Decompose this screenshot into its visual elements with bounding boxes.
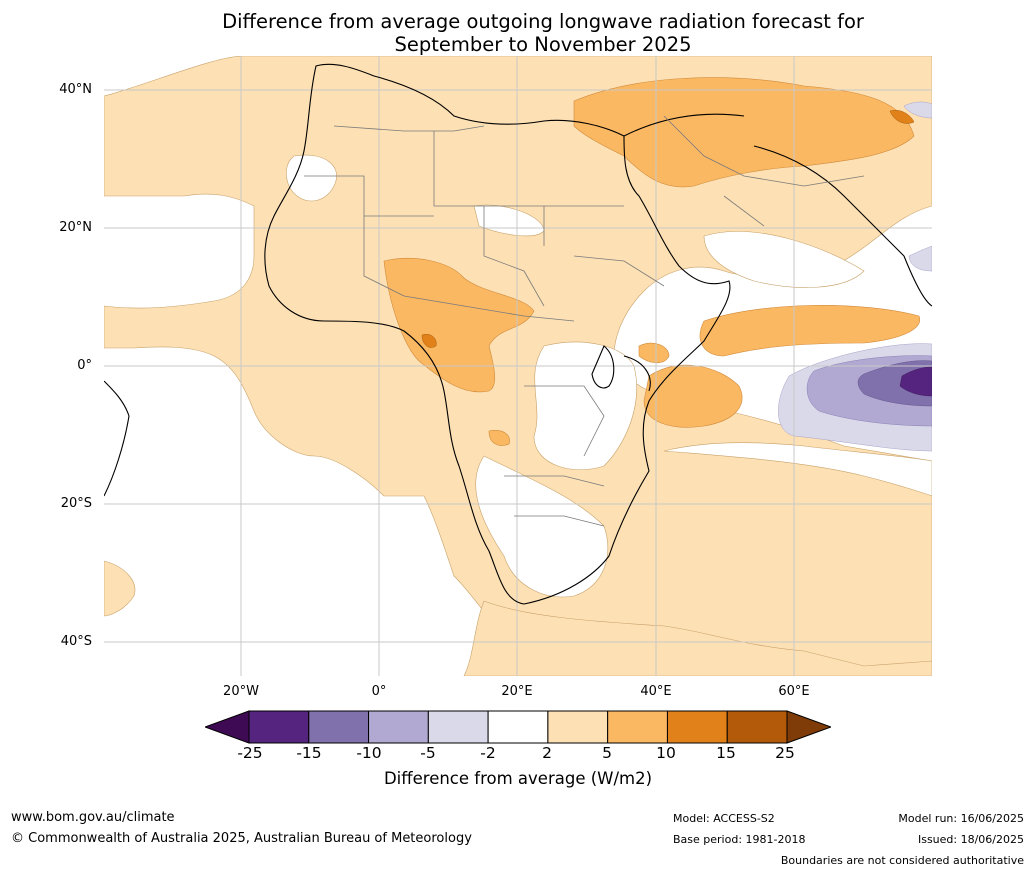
footer-base-period: Base period: 1981-2018 <box>673 833 806 846</box>
colorbar-segment <box>547 710 609 744</box>
anomaly-field-10-15 <box>421 334 437 348</box>
colorbar-tick: -25 <box>237 744 263 762</box>
anomaly-field-2-5 <box>463 600 932 676</box>
colorbar-tick: -5 <box>420 744 436 762</box>
anomaly-field-5-10 <box>643 364 743 428</box>
footer-disclaimer: Boundaries are not considered authoritat… <box>780 854 1024 867</box>
colorbar-tick: 2 <box>542 744 552 762</box>
colorbar-tick: 10 <box>656 744 676 762</box>
lon-label-60e: 60°E <box>778 684 810 699</box>
footer-copyright: © Commonwealth of Australia 2025, Austra… <box>11 831 472 846</box>
anomaly-field-5-10 <box>383 258 535 393</box>
anomaly-field-2-5 <box>104 560 136 617</box>
lat-label-20n: 20°N <box>59 220 92 235</box>
country-borders <box>304 115 865 527</box>
colorbar-segment <box>368 710 429 744</box>
colorbar-tick: -10 <box>356 744 382 762</box>
lat-label-20s: 20°S <box>60 496 92 511</box>
colorbar-ticks: -25 -15 -10 -5 -2 2 5 10 15 25 <box>0 744 1035 764</box>
anomaly-field-10-15 <box>889 110 915 124</box>
anomaly-field-5-10 <box>573 77 915 188</box>
anomaly-field-neg2-neg5 <box>908 245 932 272</box>
lon-label-20e: 20°E <box>501 684 533 699</box>
lat-label-equator: 0° <box>77 358 92 373</box>
anomaly-field-neg2-neg5 <box>903 101 932 119</box>
colorbar <box>205 710 831 744</box>
colorbar-segment <box>487 710 549 744</box>
footer-model-run: Model run: 16/06/2025 <box>898 812 1024 825</box>
colorbar-segment <box>726 710 788 744</box>
lat-label-40n: 40°N <box>59 82 92 97</box>
map-title: Difference from average outgoing longwav… <box>0 10 1035 56</box>
footer-model: Model: ACCESS-S2 <box>673 812 775 825</box>
footer-issued: Issued: 18/06/2025 <box>917 833 1024 846</box>
anomaly-field-5-10 <box>488 430 510 446</box>
lon-label-40e: 40°E <box>640 684 672 699</box>
colorbar-segment <box>308 710 370 744</box>
colorbar-segment <box>666 710 728 744</box>
lon-label-20w: 20°W <box>223 684 259 699</box>
footer-url[interactable]: www.bom.gov.au/climate <box>11 810 175 825</box>
coastlines <box>104 63 932 605</box>
anomaly-field-neutral <box>533 341 637 471</box>
olr-anomaly-map <box>104 56 932 676</box>
colorbar-extend-high <box>786 710 831 744</box>
colorbar-segment <box>427 710 489 744</box>
anomaly-field-neutral <box>475 455 608 598</box>
title-line-2: September to November 2025 <box>394 33 692 56</box>
colorbar-tick: -15 <box>296 744 322 762</box>
anomaly-field-5-10 <box>699 305 921 357</box>
lon-label-0: 0° <box>371 684 387 699</box>
anomaly-field-neg15-neg25 <box>899 366 932 397</box>
colorbar-tick: 25 <box>775 744 795 762</box>
anomaly-field-neutral <box>663 442 932 497</box>
anomaly-field-neutral <box>285 154 337 202</box>
colorbar-extend-low <box>205 710 250 744</box>
colorbar-label: Difference from average (W/m2) <box>383 769 653 788</box>
colorbar-tick: 15 <box>716 744 736 762</box>
graticule <box>104 56 932 676</box>
colorbar-tick: -2 <box>480 744 496 762</box>
anomaly-field-5-10 <box>638 342 670 364</box>
anomaly-field-neutral <box>703 231 865 288</box>
colorbar-segment <box>248 710 310 744</box>
colorbar-segment <box>607 710 668 744</box>
map-panel <box>104 56 932 676</box>
title-line-1: Difference from average outgoing longwav… <box>222 10 864 33</box>
lat-label-40s: 40°S <box>60 634 92 649</box>
colorbar-tick: 5 <box>602 744 612 762</box>
